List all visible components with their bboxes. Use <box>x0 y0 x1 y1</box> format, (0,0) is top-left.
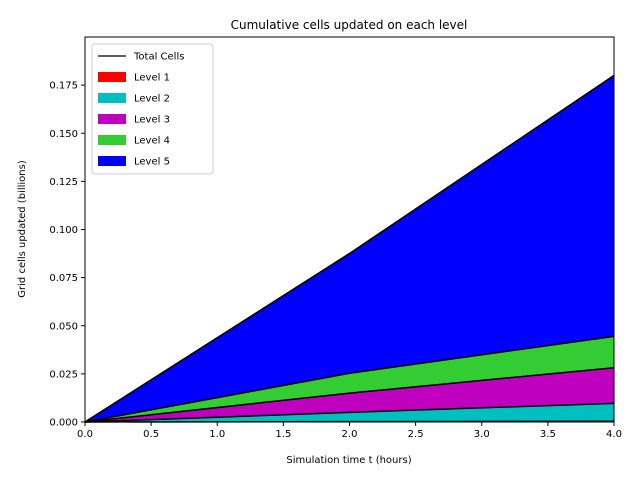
y-tick-label: 0.175 <box>49 81 78 92</box>
x-tick-label: 3.0 <box>474 429 490 440</box>
total-cells-line <box>84 74 615 423</box>
legend-swatch-level-5 <box>98 156 126 166</box>
y-tick-label: 0.050 <box>49 321 78 332</box>
y-tick-label: 0.150 <box>49 129 78 140</box>
x-axis: 0.0 0.5 1.0 1.5 2.0 2.5 3.0 3.5 4.0 <box>77 422 622 440</box>
y-tick-label: 0.125 <box>49 177 78 188</box>
x-tick-label: 1.5 <box>275 429 291 440</box>
legend-swatch-level-1 <box>98 72 126 82</box>
legend-box <box>91 43 214 175</box>
boundary-line-level-4 <box>84 335 615 423</box>
legend-label-level-4: Level 4 <box>134 136 170 147</box>
area-level-5 <box>85 75 614 422</box>
legend-label-level-3: Level 3 <box>134 115 170 126</box>
boundary-line-level-2 <box>84 402 615 423</box>
area-level-3 <box>85 367 614 422</box>
y-tick-label: 0.100 <box>49 225 78 236</box>
y-tick-label: 0.000 <box>49 418 78 429</box>
y-tick-label: 0.075 <box>49 273 78 284</box>
legend-label-level-2: Level 2 <box>134 94 170 105</box>
x-axis-label: Simulation time t (hours) <box>286 455 411 466</box>
legend-label-level-1: Level 1 <box>134 73 170 84</box>
y-axis-label: Grid cells updated (billions) <box>17 160 28 298</box>
x-tick-label: 3.5 <box>540 429 556 440</box>
y-axis: 0.000 0.025 0.050 0.075 0.100 0.125 0.150 0.175 <box>49 81 85 429</box>
x-tick-label: 1.0 <box>209 429 225 440</box>
legend-swatch-level-3 <box>98 114 126 124</box>
legend-swatch-level-2 <box>98 93 126 103</box>
legend-label-total-cells: Total Cells <box>133 52 184 63</box>
legend: Total Cells Level 1 Level 2 Level 3 Level 4 L… <box>91 43 214 175</box>
area-level-4 <box>85 336 614 422</box>
x-tick-label: 2.0 <box>342 429 358 440</box>
chart-title: Cumulative cells updated on each level <box>231 18 468 32</box>
legend-swatch-level-4 <box>98 135 126 145</box>
x-tick-label: 0.5 <box>143 429 159 440</box>
x-tick-label: 4.0 <box>606 429 622 440</box>
x-tick-label: 2.5 <box>408 429 424 440</box>
y-tick-label: 0.025 <box>49 369 78 380</box>
boundary-line-level-3 <box>84 366 615 423</box>
x-tick-label: 0.0 <box>77 429 93 440</box>
legend-label-level-5: Level 5 <box>134 157 170 168</box>
